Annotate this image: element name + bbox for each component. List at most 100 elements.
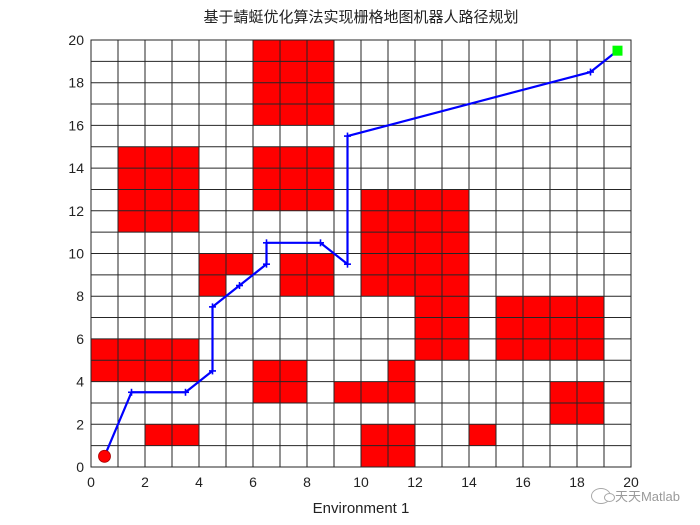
obstacle-cell [388, 189, 415, 211]
obstacle-cell [334, 381, 361, 403]
obstacle-cell [442, 210, 469, 233]
obstacle-cell [307, 253, 334, 275]
obstacle-layer [91, 40, 604, 467]
obstacle-cell [523, 338, 550, 361]
obstacle-cell [307, 61, 334, 83]
obstacle-cell [145, 338, 172, 361]
obstacle-cell [523, 317, 550, 339]
obstacle-cell [307, 168, 334, 190]
obstacle-cell [523, 296, 550, 318]
obstacle-cell [280, 82, 307, 105]
obstacle-cell [118, 360, 145, 382]
obstacle-cell [496, 317, 523, 339]
y-tick-label: 4 [76, 374, 84, 390]
obstacle-cell [172, 424, 199, 446]
obstacle-cell [388, 360, 415, 382]
x-tick-label: 16 [515, 474, 531, 490]
obstacle-cell [253, 40, 280, 62]
obstacle-cell [253, 82, 280, 105]
obstacle-cell [172, 168, 199, 190]
marker-layer [98, 45, 623, 463]
obstacle-cell [199, 274, 226, 297]
y-tick-label: 2 [76, 416, 84, 432]
obstacle-cell [361, 424, 388, 446]
obstacle-cell [442, 296, 469, 318]
obstacle-cell [172, 146, 199, 169]
x-tick-label: 14 [461, 474, 477, 490]
x-tick-label: 6 [249, 474, 257, 490]
obstacle-cell [442, 317, 469, 339]
watermark-text: 天天Matlab [614, 489, 680, 504]
obstacle-cell [361, 445, 388, 467]
obstacle-cell [253, 189, 280, 211]
grid-lines [90, 39, 632, 468]
obstacle-cell [496, 296, 523, 318]
obstacle-cell [307, 189, 334, 211]
obstacle-cell [361, 189, 388, 211]
obstacle-cell [388, 210, 415, 233]
x-tick-label: 4 [195, 474, 203, 490]
obstacle-cell [415, 253, 442, 275]
y-axis-ticks: 0 2 4 6 8 10 12 14 16 18 20 [68, 32, 84, 475]
obstacle-cell [577, 338, 604, 361]
obstacle-cell [469, 424, 496, 446]
y-tick-label: 14 [68, 160, 84, 176]
obstacle-cell [442, 232, 469, 254]
obstacle-cell [280, 381, 307, 403]
obstacle-cell [415, 317, 442, 339]
y-tick-label: 20 [68, 32, 84, 48]
start-marker [98, 449, 111, 463]
obstacle-cell [253, 360, 280, 382]
plot-frame [90, 39, 632, 468]
obstacle-cell [361, 210, 388, 233]
obstacle-cell [577, 317, 604, 339]
obstacle-cell [388, 424, 415, 446]
obstacle-cell [145, 360, 172, 382]
obstacle-cell [280, 40, 307, 62]
x-tick-label: 10 [353, 474, 369, 490]
obstacle-cell [442, 274, 469, 297]
y-tick-label: 8 [76, 288, 84, 304]
obstacle-cell [550, 317, 577, 339]
obstacle-cell [415, 232, 442, 254]
x-tick-label: 0 [87, 474, 95, 490]
obstacle-cell [361, 381, 388, 403]
obstacle-cell [280, 168, 307, 190]
obstacle-cell [172, 338, 199, 361]
x-tick-label: 20 [623, 474, 639, 490]
obstacle-cell [577, 381, 604, 403]
y-tick-label: 10 [68, 246, 84, 262]
obstacle-cell [145, 424, 172, 446]
obstacle-cell [145, 210, 172, 233]
x-tick-label: 2 [141, 474, 149, 490]
y-tick-label: 12 [68, 203, 84, 219]
obstacle-cell [388, 445, 415, 467]
obstacle-cell [118, 338, 145, 361]
obstacle-cell [388, 253, 415, 275]
obstacle-cell [550, 338, 577, 361]
obstacle-cell [307, 146, 334, 169]
obstacle-cell [118, 168, 145, 190]
obstacle-cell [118, 210, 145, 233]
chart-title: 基于蜻蜓优化算法实现栅格地图机器人路径规划 [203, 8, 519, 26]
obstacle-cell [145, 189, 172, 211]
obstacle-cell [253, 381, 280, 403]
obstacle-cell [145, 146, 172, 169]
obstacle-cell [226, 253, 253, 275]
obstacle-cell [91, 338, 118, 361]
x-tick-label: 12 [407, 474, 423, 490]
obstacle-cell [145, 168, 172, 190]
obstacle-cell [172, 189, 199, 211]
obstacle-cell [415, 189, 442, 211]
obstacle-cell [280, 104, 307, 126]
y-tick-label: 6 [76, 331, 84, 347]
obstacle-cell [307, 104, 334, 126]
x-axis-ticks: 0 2 4 6 8 10 12 14 16 18 20 [87, 474, 639, 490]
y-tick-label: 0 [76, 459, 84, 475]
obstacle-cell [253, 104, 280, 126]
y-tick-label: 18 [68, 75, 84, 91]
obstacle-cell [550, 296, 577, 318]
obstacle-cell [199, 253, 226, 275]
